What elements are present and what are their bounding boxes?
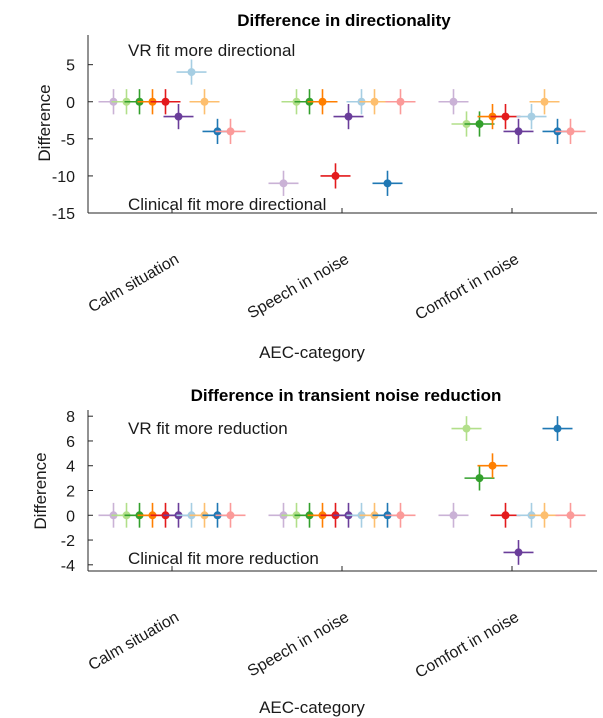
- data-point: [385, 89, 416, 115]
- data-point: [516, 103, 547, 130]
- data-point: [542, 416, 573, 441]
- data-point: [372, 170, 403, 196]
- data-point: [385, 502, 416, 528]
- data-point: [464, 465, 495, 491]
- x-axis-label: AEC-category: [259, 343, 365, 362]
- data-dot: [174, 112, 183, 121]
- x-tick-label: Speech in noise: [245, 609, 352, 681]
- data-dot: [501, 511, 510, 520]
- data-point: [150, 89, 181, 115]
- data-dot: [462, 424, 471, 433]
- data-dot: [396, 97, 405, 106]
- chart-title: Difference in transient noise reduction: [191, 386, 502, 405]
- y-axis-label: Difference: [35, 84, 54, 161]
- y-tick-labels: 8 6 4 2 0 -2 -4: [61, 409, 75, 575]
- data-point: [555, 502, 586, 528]
- data-marks: [98, 416, 586, 565]
- chart-transient-noise-reduction: Difference in transient noise reduction …: [31, 386, 597, 717]
- data-point: [477, 453, 508, 479]
- y-tick-label: 0: [66, 95, 75, 112]
- data-point: [307, 89, 338, 115]
- data-dot: [226, 511, 235, 520]
- annotation-top: VR fit more directional: [128, 41, 295, 60]
- annotation-top: VR fit more reduction: [128, 419, 288, 438]
- data-dot: [514, 127, 523, 136]
- data-point: [163, 103, 194, 130]
- y-tick-label: -4: [61, 558, 75, 575]
- data-dot: [540, 97, 549, 106]
- data-dot: [514, 548, 523, 557]
- y-tick-label: -10: [52, 169, 75, 186]
- data-dot: [527, 112, 536, 121]
- annotation-bottom: Clinical fit more reduction: [128, 549, 319, 568]
- y-tick-label: 0: [66, 508, 75, 525]
- data-dot: [449, 97, 458, 106]
- y-tick-label: -15: [52, 206, 75, 223]
- data-point: [333, 103, 364, 130]
- data-dot: [318, 97, 327, 106]
- x-axis-label: AEC-category: [259, 698, 365, 717]
- chart-title: Difference in directionality: [237, 11, 451, 30]
- x-tick-label: Speech in noise: [245, 251, 352, 323]
- data-dot: [226, 127, 235, 136]
- x-tick-labels: Calm situation Speech in noise Comfort in …: [86, 251, 522, 324]
- data-dot: [200, 97, 209, 106]
- x-tick-label: Calm situation: [86, 251, 182, 316]
- data-dot: [475, 120, 484, 128]
- x-tick-label: Calm situation: [86, 609, 182, 674]
- data-dot: [383, 179, 392, 188]
- y-tick-label: 8: [66, 409, 75, 426]
- x-tick-label: Comfort in noise: [413, 609, 522, 682]
- data-point: [215, 502, 246, 528]
- chart-directionality: Difference in directionality VR fit more…: [35, 11, 597, 362]
- data-point: [490, 502, 521, 528]
- data-dot: [161, 97, 170, 106]
- y-tick-label: 6: [66, 434, 75, 451]
- data-dot: [566, 511, 575, 520]
- data-point: [176, 59, 207, 85]
- data-point: [503, 118, 534, 145]
- annotation-bottom: Clinical fit more directional: [128, 195, 326, 214]
- data-point: [268, 170, 299, 196]
- y-tick-label: -2: [61, 533, 75, 550]
- data-point: [438, 89, 469, 115]
- data-marks: [98, 59, 586, 196]
- data-point: [189, 89, 220, 115]
- data-point: [438, 502, 469, 528]
- y-tick-label: 5: [66, 58, 75, 75]
- data-dot: [370, 97, 379, 106]
- data-point: [320, 163, 351, 189]
- data-point: [359, 89, 390, 115]
- data-point: [451, 416, 482, 441]
- data-dot: [553, 424, 562, 433]
- data-dot: [331, 171, 340, 180]
- data-point: [555, 118, 586, 145]
- data-dot: [501, 112, 510, 121]
- data-dot: [540, 511, 549, 520]
- data-dot: [187, 68, 196, 77]
- data-dot: [279, 179, 288, 188]
- data-dot: [344, 112, 353, 121]
- axes: [87, 410, 597, 572]
- data-point: [529, 502, 560, 528]
- y-tick-labels: 5 0 -5 -10 -15: [52, 58, 75, 223]
- x-tick-label: Comfort in noise: [413, 251, 522, 324]
- x-tick-labels: Calm situation Speech in noise Comfort in …: [86, 609, 522, 682]
- data-point: [490, 103, 521, 130]
- data-dot: [488, 461, 497, 470]
- data-dot: [396, 511, 405, 520]
- y-axis-label: Difference: [31, 452, 50, 529]
- data-point: [215, 118, 246, 145]
- data-dot: [449, 511, 458, 520]
- y-tick-label: 4: [66, 459, 75, 476]
- data-point: [503, 540, 534, 565]
- data-dot: [566, 127, 575, 136]
- y-tick-label: 2: [66, 484, 75, 501]
- data-point: [464, 111, 495, 137]
- axes: [87, 35, 597, 214]
- data-dot: [475, 474, 484, 483]
- y-tick-label: -5: [61, 132, 75, 149]
- data-point: [529, 89, 560, 115]
